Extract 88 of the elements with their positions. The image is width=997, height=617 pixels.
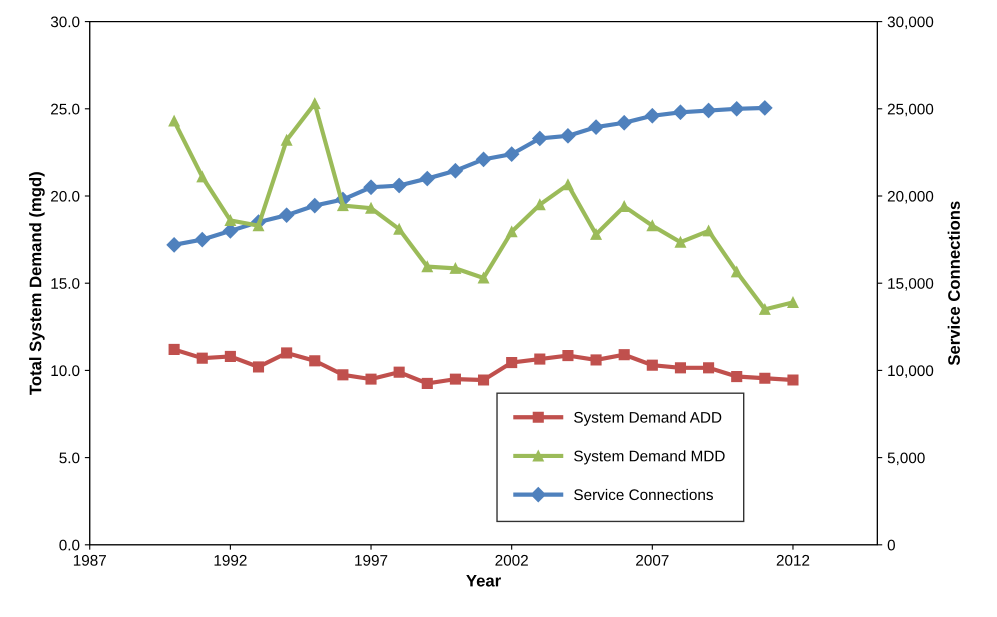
point: [588, 120, 604, 135]
y2-tick-label: 15,000: [888, 278, 934, 291]
point: [224, 214, 236, 226]
y-tick-label: 25.0: [51, 104, 80, 114]
point: [787, 374, 799, 386]
point: [337, 200, 348, 212]
point: [365, 374, 377, 385]
point: [590, 354, 602, 366]
point: [224, 350, 236, 362]
point: [476, 152, 492, 167]
point: [787, 296, 799, 308]
point: [166, 237, 182, 252]
point: [309, 355, 320, 366]
point: [759, 304, 770, 315]
point: [279, 208, 294, 223]
point: [674, 362, 686, 374]
point: [618, 349, 630, 360]
point: [281, 347, 292, 359]
point: [168, 115, 180, 127]
x-tick-label: 2007: [636, 554, 669, 566]
point: [646, 360, 658, 371]
point: [646, 220, 658, 232]
point: [252, 361, 264, 372]
point: [731, 370, 742, 382]
y2-tick-label: 5,000: [888, 452, 925, 466]
y2-tick-label: 0: [888, 540, 895, 550]
point: [644, 108, 660, 124]
y2-tick-label: 10,000: [888, 365, 934, 378]
point: [616, 115, 632, 130]
point: [731, 266, 742, 278]
point: [337, 369, 348, 380]
y-tick-label: 0.0: [59, 540, 80, 550]
point: [674, 236, 686, 248]
legend-label: System Demand ADD: [574, 412, 722, 426]
y-tick-label: 10.0: [51, 365, 80, 376]
y2-axis-title: Service Connections: [948, 201, 960, 366]
point: [196, 171, 208, 182]
y2-tick-label: 25,000: [888, 104, 934, 116]
point: [394, 366, 405, 378]
x-tick-label: 2002: [495, 554, 528, 566]
point: [562, 179, 574, 190]
y-tick-label: 5.0: [59, 452, 80, 464]
point: [562, 350, 574, 362]
point: [309, 98, 320, 110]
x-axis-title: Year: [466, 574, 501, 587]
point: [534, 354, 546, 365]
y2-tick-label: 20,000: [888, 190, 934, 204]
point: [729, 101, 744, 116]
point: [532, 130, 548, 146]
point: [168, 344, 180, 356]
point: [560, 128, 576, 144]
y-tick-label: 30.0: [50, 16, 80, 28]
legend-label: Service Connections: [574, 488, 713, 500]
x-tick-label: 1992: [214, 554, 247, 566]
y-axis-title: Total System Demand (mgd): [29, 172, 45, 395]
point: [478, 374, 490, 386]
point: [703, 362, 714, 374]
point: [281, 134, 292, 146]
point: [672, 104, 688, 120]
point: [365, 202, 377, 214]
point: [504, 146, 520, 162]
point: [420, 170, 435, 186]
point: [701, 102, 716, 118]
point: [307, 198, 322, 214]
point: [448, 163, 463, 178]
point: [450, 374, 461, 385]
y-tick-label: 15.0: [51, 278, 80, 289]
point: [394, 224, 405, 235]
legend-label: System Demand MDD: [574, 450, 725, 464]
x-tick-label: 1987: [74, 554, 106, 566]
x-tick-label: 2012: [776, 554, 810, 566]
point: [703, 225, 714, 236]
point: [392, 178, 407, 194]
point: [194, 232, 210, 248]
point: [196, 352, 208, 364]
point: [450, 262, 461, 274]
y-tick-label: 20.0: [51, 190, 80, 202]
point: [422, 261, 433, 272]
point: [757, 100, 772, 116]
point: [363, 180, 379, 195]
point: [759, 372, 770, 384]
point: [506, 357, 518, 368]
point: [590, 228, 602, 240]
point: [422, 378, 433, 390]
point: [478, 272, 490, 284]
x-tick-label: 1997: [355, 554, 388, 566]
y2-tick-label: 30,000: [888, 16, 934, 30]
point: [506, 226, 518, 238]
